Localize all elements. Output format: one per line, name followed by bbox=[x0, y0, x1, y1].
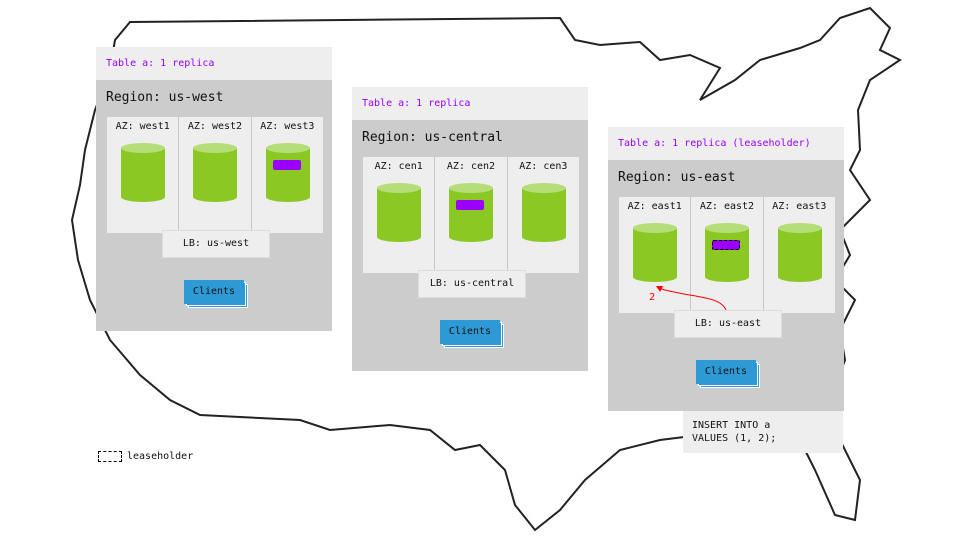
clients-button[interactable]: Clients bbox=[440, 320, 504, 348]
node-top bbox=[521, 183, 566, 193]
table-replica-label-us-central: Table a: 1 replica bbox=[352, 87, 588, 120]
region-label: Region: us-central bbox=[362, 130, 503, 145]
az-east2: AZ: east2 bbox=[691, 197, 764, 313]
node-top bbox=[121, 143, 165, 153]
database-node-icon bbox=[121, 143, 165, 207]
az-west1: AZ: west1 bbox=[107, 117, 180, 233]
node-top bbox=[265, 143, 310, 153]
database-node-icon bbox=[193, 143, 238, 207]
az-label: AZ: cen3 bbox=[519, 161, 568, 172]
az-label: AZ: cen2 bbox=[446, 161, 496, 172]
node-top bbox=[449, 183, 494, 193]
node-body bbox=[121, 148, 165, 202]
node-body bbox=[377, 188, 421, 242]
database-node-icon bbox=[633, 223, 677, 287]
database-node-icon bbox=[265, 143, 310, 207]
clients-button[interactable]: Clients bbox=[184, 280, 248, 308]
region-us-west: Region: us-west AZ: west1 AZ: west2 AZ: wes… bbox=[96, 80, 332, 331]
az-label: AZ: east3 bbox=[772, 201, 827, 212]
az-west2: AZ: west2 bbox=[179, 117, 252, 233]
az-east1: AZ: east1 bbox=[619, 197, 692, 313]
az-label: AZ: west3 bbox=[260, 121, 315, 132]
az-east3: AZ: east3 bbox=[764, 197, 835, 313]
node-body bbox=[193, 148, 238, 202]
leaseholder-legend-swatch bbox=[98, 451, 122, 462]
node-top bbox=[193, 143, 238, 153]
load-balancer: LB: us-east bbox=[674, 310, 782, 338]
load-balancer: LB: us-central bbox=[418, 270, 526, 298]
sql-statement: INSERT INTO a VALUES (1, 2); bbox=[683, 411, 843, 453]
node-body bbox=[521, 188, 566, 242]
az-label: AZ: west1 bbox=[115, 121, 170, 132]
node-top bbox=[777, 223, 822, 233]
table-replica-label-us-east: Table a: 1 replica (leaseholder) bbox=[608, 127, 844, 160]
az-label: AZ: west2 bbox=[187, 121, 243, 132]
database-node-icon bbox=[777, 223, 822, 287]
database-node-icon bbox=[377, 183, 421, 247]
database-node-icon bbox=[449, 183, 494, 247]
region-label: Region: us-east bbox=[618, 170, 736, 185]
legend-label: leaseholder bbox=[127, 451, 194, 462]
az-label: AZ: cen1 bbox=[374, 161, 423, 172]
clients-label: Clients bbox=[440, 320, 500, 344]
database-node-icon bbox=[521, 183, 566, 247]
load-balancer: LB: us-west bbox=[162, 230, 270, 258]
database-node-icon bbox=[705, 223, 750, 287]
region-label: Region: us-west bbox=[106, 90, 224, 105]
node-body bbox=[449, 188, 494, 242]
clients-button[interactable]: Clients bbox=[696, 360, 760, 388]
az-cen3: AZ: cen3 bbox=[508, 157, 579, 273]
availability-zones: AZ: cen1 AZ: cen2 AZ: cen3 bbox=[363, 157, 579, 273]
clients-label: Clients bbox=[184, 280, 244, 304]
az-cen2: AZ: cen2 bbox=[435, 157, 508, 273]
node-top bbox=[705, 223, 750, 233]
az-cen1: AZ: cen1 bbox=[363, 157, 436, 273]
node-top bbox=[633, 223, 677, 233]
legend: leaseholder bbox=[98, 451, 193, 462]
az-label: AZ: east2 bbox=[699, 201, 755, 212]
table-replica-label-us-west: Table a: 1 replica bbox=[96, 47, 332, 80]
region-us-east: Region: us-east AZ: east1 AZ: east2 AZ: eas… bbox=[608, 160, 844, 411]
replica bbox=[272, 160, 301, 170]
leaseholder-replica bbox=[712, 240, 741, 250]
node-body bbox=[633, 228, 677, 282]
node-body bbox=[705, 228, 750, 282]
az-west3: AZ: west3 bbox=[252, 117, 323, 233]
node-body bbox=[265, 148, 310, 202]
availability-zones: AZ: west1 AZ: west2 AZ: west3 bbox=[107, 117, 323, 233]
region-us-central: Region: us-central AZ: cen1 AZ: cen2 AZ: ce… bbox=[352, 120, 588, 371]
node-top bbox=[377, 183, 421, 193]
availability-zones: AZ: east1 AZ: east2 AZ: east3 bbox=[619, 197, 835, 313]
az-label: AZ: east1 bbox=[627, 201, 682, 212]
replica bbox=[456, 200, 485, 210]
clients-label: Clients bbox=[696, 360, 756, 384]
node-body bbox=[777, 228, 822, 282]
